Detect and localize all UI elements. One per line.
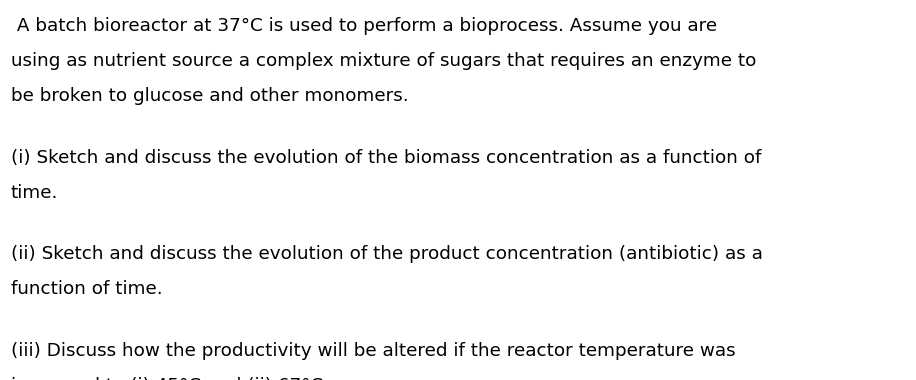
Text: A batch bioreactor at 37°C is used to perform a bioprocess. Assume you are: A batch bioreactor at 37°C is used to pe… [11,17,717,35]
Text: function of time.: function of time. [11,280,163,298]
Text: (i) Sketch and discuss the evolution of the biomass concentration as a function : (i) Sketch and discuss the evolution of … [11,149,761,166]
Text: increased to (i) 45°C and (ii) 67°C.: increased to (i) 45°C and (ii) 67°C. [11,377,329,380]
Text: (iii) Discuss how the productivity will be altered if the reactor temperature wa: (iii) Discuss how the productivity will … [11,342,736,359]
Text: be broken to glucose and other monomers.: be broken to glucose and other monomers. [11,87,409,105]
Text: time.: time. [11,184,59,201]
Text: using as nutrient source a complex mixture of sugars that requires an enzyme to: using as nutrient source a complex mixtu… [11,52,757,70]
Text: (ii) Sketch and discuss the evolution of the product concentration (antibiotic) : (ii) Sketch and discuss the evolution of… [11,245,763,263]
